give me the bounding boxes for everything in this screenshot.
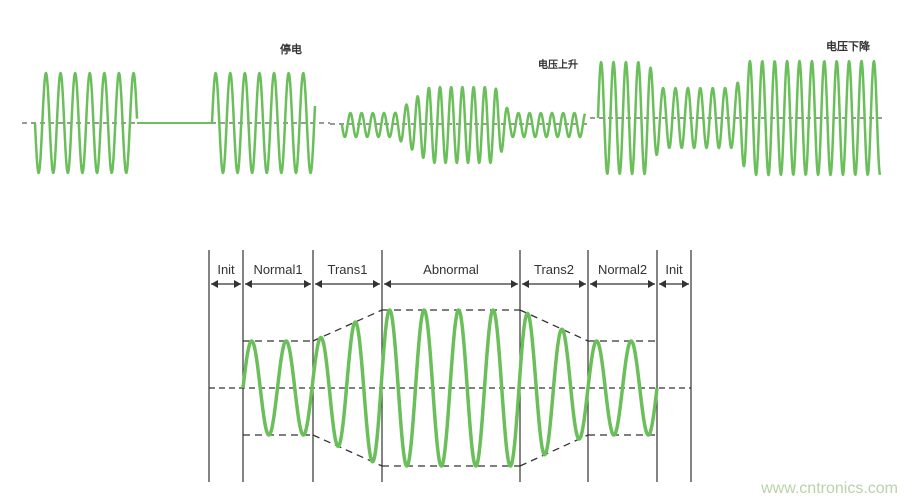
arrow-head-left [659, 280, 666, 288]
segment-label-normal1: Normal1 [253, 262, 303, 277]
arrow-head-right [511, 280, 518, 288]
arrow-head-right [373, 280, 380, 288]
arrow-head-right [648, 280, 655, 288]
wave-outage-before [33, 71, 139, 175]
segment-label-trans2: Trans2 [534, 262, 574, 277]
wave-voltage-rise [340, 85, 587, 165]
arrow-head-right [579, 280, 586, 288]
arrow-head-left [211, 280, 218, 288]
wave-state-sequence [241, 308, 659, 468]
envelope-upper [312, 309, 383, 342]
segment-label-trans1: Trans1 [327, 262, 368, 277]
arrow-head-left [315, 280, 322, 288]
segment-label-init-1: Init [217, 262, 235, 277]
watermark: www.cntronics.com [761, 480, 898, 497]
arrow-head-left [384, 280, 391, 288]
envelope-lower [519, 434, 589, 467]
arrow-head-left [245, 280, 252, 288]
wave-voltage-drop [596, 59, 882, 177]
wave-outage-after [210, 71, 317, 175]
arrow-head-right [304, 280, 311, 288]
arrow-head-right [682, 280, 689, 288]
label-voltage-drop: 电压下降 [826, 40, 870, 53]
envelope-upper [519, 309, 589, 342]
segment-label-normal2: Normal2 [597, 262, 648, 277]
label-voltage-rise: 电压上升 [538, 60, 578, 71]
segment-label-abnormal: Abnormal [423, 262, 479, 277]
arrow-head-left [522, 280, 529, 288]
arrow-head-right [234, 280, 241, 288]
arrow-head-left [590, 280, 597, 288]
label-outage: 停电 [280, 43, 302, 56]
segment-label-init-2: Init [665, 262, 683, 277]
